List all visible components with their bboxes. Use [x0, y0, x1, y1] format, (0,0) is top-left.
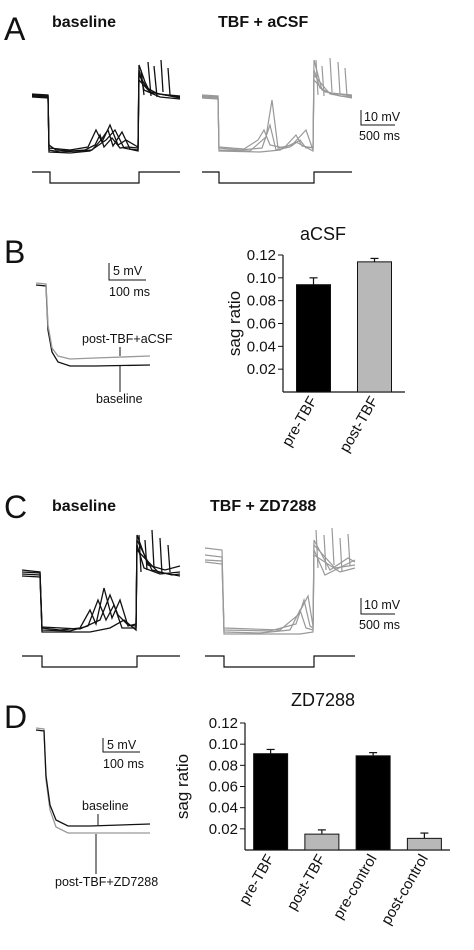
x-tick-label: pre-TBF — [236, 852, 278, 908]
panel-a-tbf-acsf-traces — [201, 57, 353, 153]
panel-b-traces — [35, 282, 151, 367]
panel-a-scale-bar — [360, 110, 395, 126]
panel-d-traces — [35, 727, 151, 834]
panel-b-scale-mv: 5 mV — [113, 264, 143, 278]
panel-a-scale-ms: 500 ms — [359, 129, 400, 143]
x-tick-label: post-control — [378, 852, 432, 928]
chart-title: aCSF — [300, 224, 346, 244]
panel-letter-a: A — [4, 11, 26, 47]
panel-d-label-baseline: baseline — [82, 799, 129, 813]
panel-c-left-title: baseline — [52, 498, 116, 515]
bar-pre-TBF — [253, 753, 289, 851]
panel-c-scale-mv: 10 mV — [364, 598, 401, 612]
y-tick-label: 0.02 — [247, 361, 276, 378]
panel-c-scale-ms: 500 ms — [359, 618, 400, 632]
panel-a-scale-mv: 10 mV — [364, 110, 401, 124]
panel-a-left-title: baseline — [52, 14, 116, 31]
y-axis-label: sag ratio — [173, 754, 192, 819]
y-tick-label: 0.12 — [247, 247, 276, 264]
panel-letter-b: B — [4, 234, 25, 270]
panel-d-scale-mv: 5 mV — [107, 738, 137, 752]
y-axis-label: sag ratio — [225, 291, 244, 356]
y-tick-label: 0.10 — [209, 736, 238, 753]
panel-b-label-baseline: baseline — [96, 392, 143, 406]
panel-letter-d: D — [4, 699, 27, 735]
bar-post-TBF — [304, 833, 340, 851]
panel-a-stimulus — [32, 171, 352, 184]
panel-b-label-post: post-TBF+aCSF — [82, 332, 173, 346]
panel-d-scale-bar — [102, 738, 140, 753]
y-tick-label: 0.10 — [247, 270, 276, 287]
y-tick-label: 0.04 — [209, 800, 238, 817]
y-tick-label: 0.06 — [209, 779, 238, 796]
bar-post-control — [406, 837, 442, 851]
bar-pre-control — [355, 755, 391, 851]
y-tick-label: 0.12 — [209, 715, 238, 732]
y-tick-label: 0.02 — [209, 821, 238, 838]
bar-post-TBF — [357, 261, 392, 393]
chart-title: ZD7288 — [291, 690, 355, 710]
panel-c-stimulus — [22, 655, 355, 668]
panel-c-tbf-zd7288-traces — [204, 527, 356, 635]
x-tick-label: pre-control — [330, 852, 381, 923]
panel-c-right-title: TBF + ZD7288 — [210, 498, 316, 515]
bar-pre-TBF — [296, 284, 331, 393]
y-tick-label: 0.08 — [247, 293, 276, 310]
panel-d-label-post: post-TBF+ZD7288 — [55, 875, 158, 889]
chart-zd7288: ZD7288 0.12 0.10 0.08 0.06 0.04 0.02 sag ratio p… — [173, 690, 450, 928]
y-tick-label: 0.06 — [247, 316, 276, 333]
x-tick-label: pre-TBF — [279, 394, 321, 450]
panel-a-right-title: TBF + aCSF — [218, 14, 308, 31]
panel-c-baseline-traces — [21, 529, 181, 633]
x-tick-label: post-TBF — [336, 394, 382, 456]
panel-d-scale-ms: 100 ms — [103, 757, 144, 771]
panel-b-scale-ms: 100 ms — [109, 285, 150, 299]
y-tick-label: 0.04 — [247, 338, 276, 355]
panel-b-scale-bar — [108, 263, 146, 281]
y-tick-label: 0.08 — [209, 757, 238, 774]
panel-c-scale-bar — [360, 598, 395, 615]
panel-a-baseline-traces — [31, 59, 181, 154]
x-tick-label: post-TBF — [284, 852, 330, 914]
panel-letter-c: C — [4, 489, 27, 525]
